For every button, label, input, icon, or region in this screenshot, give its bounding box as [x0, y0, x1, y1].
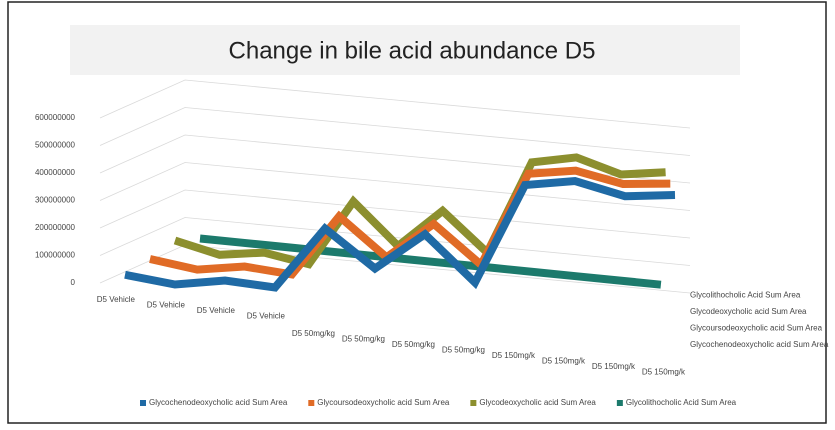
grid-line [99, 134, 691, 184]
legend-swatch [470, 400, 477, 406]
grid-line [99, 189, 691, 239]
grid-line [99, 217, 691, 266]
x-tick-label: D5 Vehicle [147, 301, 186, 310]
x-tick-label: D5 50mg/kg [442, 346, 485, 355]
x-tick-label: D5 Vehicle [247, 312, 286, 321]
x-tick-label: D5 150mg/k [542, 357, 586, 366]
x-tick-label: D5 150mg/k [492, 351, 536, 360]
x-tick-label: D5 50mg/kg [292, 329, 335, 338]
legend-swatch [140, 400, 146, 406]
series-line [124, 176, 676, 292]
depth-label: Glycolithocholic Acid Sum Area [690, 291, 801, 300]
legend-label: Glycoursodeoxycholic acid Sum Area [317, 398, 450, 407]
y-tick-label: 600000000 [35, 113, 76, 122]
legend-swatch [616, 400, 623, 406]
x-tick-label: D5 Vehicle [97, 295, 136, 304]
depth-label: Glycochenodeoxycholic acid Sum Area [690, 340, 829, 349]
legend-label: Glycochenodeoxycholic acid Sum Area [149, 398, 288, 407]
y-tick-label: 200000000 [35, 223, 76, 232]
x-tick-label: D5 Vehicle [197, 306, 236, 315]
depth-label: Glycoursodeoxycholic acid Sum Area [690, 324, 823, 333]
x-tick-label: D5 150mg/k [642, 368, 686, 377]
series-line [199, 234, 662, 289]
series-line [173, 153, 666, 269]
legend-swatch [308, 400, 315, 406]
y-tick-label: 300000000 [35, 196, 76, 205]
x-tick-label: D5 50mg/kg [342, 335, 385, 344]
x-tick-label: D5 50mg/kg [392, 340, 435, 349]
grid-line [99, 107, 691, 156]
grid-line [99, 79, 691, 129]
y-tick-label: 100000000 [35, 251, 76, 260]
chart-title: Change in bile acid abundance D5 [229, 37, 596, 64]
x-tick-label: D5 150mg/k [592, 362, 636, 371]
y-tick-label: 500000000 [35, 141, 76, 150]
y-tick-label: 0 [71, 278, 76, 287]
y-tick-label: 400000000 [35, 168, 76, 177]
title-box [70, 25, 740, 75]
depth-label: Glycodeoxycholic acid Sum Area [690, 307, 807, 316]
legend-label: Glycolithocholic Acid Sum Area [626, 398, 737, 407]
legend-label: Glycodeoxycholic acid Sum Area [479, 398, 596, 407]
